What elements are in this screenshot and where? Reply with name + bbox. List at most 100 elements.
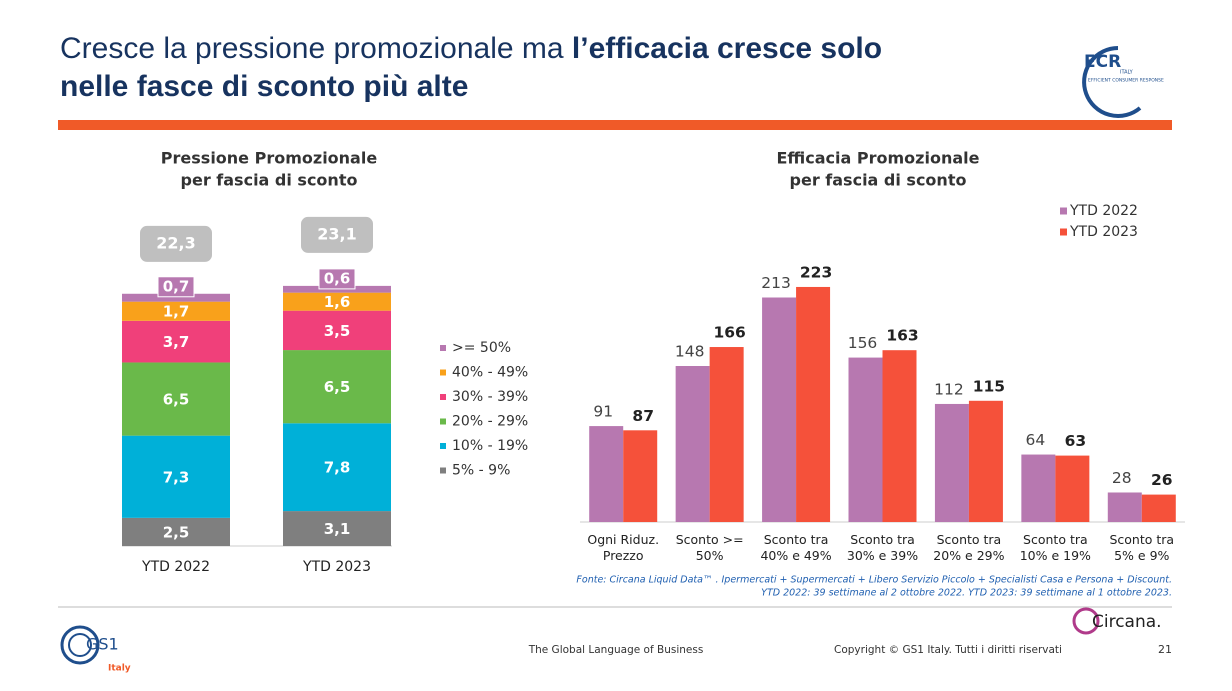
x-tick-label: Ogni Riduz. Prezzo: [587, 532, 660, 563]
value-label: 148: [675, 343, 705, 361]
value-label: 28: [1112, 469, 1132, 487]
legend-swatch: [440, 418, 446, 425]
title-bold: nelle fasce di sconto più alte: [60, 70, 469, 103]
legend-swatch: [440, 369, 446, 376]
legend-swatch: [440, 345, 446, 351]
value-label: 0,6: [324, 269, 351, 287]
ecr-logo: ECR: [1084, 52, 1121, 72]
value-label: 1,6: [324, 293, 351, 311]
x-tick-label: Sconto tra 20% e 29%: [933, 532, 1005, 563]
bar-segment: [122, 517, 230, 546]
bar-segment: [122, 320, 230, 363]
value-label: 63: [1065, 432, 1087, 450]
legend-label: 10% - 19%: [452, 438, 528, 454]
bar-segment: [122, 435, 230, 518]
bar: [934, 403, 969, 522]
bar: [796, 286, 831, 522]
value-label: 26: [1151, 471, 1173, 489]
page-number: 21: [1158, 643, 1172, 656]
value-label: 3,5: [324, 322, 351, 340]
bar: [589, 426, 624, 522]
total-label: 23,1: [317, 224, 356, 243]
bar: [1055, 455, 1090, 522]
gs1-ring: [60, 625, 100, 665]
chart-title: Pressione Promozionale: [161, 149, 378, 168]
value-label: 213: [761, 274, 791, 292]
accent-bar: [58, 120, 1172, 130]
title-bold: l’efficacia cresce solo: [571, 32, 883, 65]
legend-label: 5% - 9%: [452, 463, 510, 479]
total-box: [301, 216, 373, 253]
circana-mark: [1072, 607, 1100, 635]
source-note: YTD 2022: 39 settimane al 2 ottobre 2022…: [761, 588, 1172, 599]
gs1-logo: GS1: [86, 635, 119, 654]
legend-label: 20% - 29%: [452, 414, 528, 430]
legend-label: YTD 2023: [1069, 224, 1138, 240]
bar-segment: [122, 301, 230, 321]
value-label: 91: [593, 403, 613, 421]
chart-title: Efficacia Promozionale: [777, 149, 980, 168]
value-label: 3,7: [163, 333, 190, 351]
value-label: 156: [848, 334, 878, 352]
gs1-country: Italy: [108, 664, 131, 674]
footer-copyright: Copyright © GS1 Italy. Tutti i diritti r…: [834, 644, 1062, 656]
gs1-ring: [68, 633, 92, 657]
legend-swatch: [1060, 207, 1067, 215]
source-note: Fonte: Circana Liquid Data™ . Ipermercat…: [576, 575, 1172, 586]
legend-swatch: [440, 394, 446, 400]
bar: [1141, 494, 1176, 522]
value-label: 115: [973, 377, 1005, 395]
x-tick-label: YTD 2022: [141, 559, 210, 575]
ecr-ring: [1082, 46, 1142, 118]
x-tick-label: Sconto tra 30% e 39%: [846, 532, 919, 563]
value-label: 6,5: [163, 391, 190, 409]
x-tick-label: YTD 2023: [302, 559, 371, 575]
bar-segment: [283, 292, 391, 311]
label-box: [318, 268, 356, 290]
value-label: 7,3: [163, 468, 190, 486]
total-label: 22,3: [156, 233, 195, 252]
value-label: 3,1: [324, 520, 351, 538]
bar-segment: [122, 362, 230, 436]
bar-segment: [122, 293, 230, 302]
circana-logo: Circana.: [1092, 612, 1162, 632]
legend-label: YTD 2022: [1069, 203, 1138, 219]
x-tick-label: Sconto >= 50%: [675, 532, 744, 563]
legend-swatch: [440, 467, 446, 474]
legend-label: 30% - 39%: [452, 389, 528, 405]
x-tick-label: Sconto tra 40% e 49%: [760, 532, 832, 563]
bar: [675, 366, 710, 522]
ecr-tagline: EFFICIENT CONSUMER RESPONSE: [1088, 78, 1164, 84]
bar-segment: [283, 350, 391, 424]
legend-swatch: [440, 443, 446, 449]
value-label: 112: [934, 380, 964, 398]
value-label: 223: [800, 263, 832, 281]
total-box: [140, 225, 212, 262]
value-label: 87: [632, 407, 654, 425]
value-label: 166: [713, 324, 745, 342]
chart-title: per fascia di sconto: [181, 171, 358, 190]
value-label: 7,8: [324, 459, 351, 477]
bar-segment: [283, 310, 391, 351]
x-tick-label: Sconto tra 10% e 19%: [1019, 532, 1091, 563]
value-label: 1,7: [163, 303, 190, 321]
value-label: 64: [1025, 431, 1045, 449]
bar-segment: [283, 423, 391, 512]
bar: [762, 297, 797, 522]
bar: [968, 400, 1003, 522]
ecr-country: ITALY: [1120, 70, 1134, 76]
footer-tagline: The Global Language of Business: [528, 644, 704, 656]
x-tick-label: Sconto tra 5% e 9%: [1109, 532, 1175, 563]
legend-swatch: [1060, 228, 1067, 236]
bar: [882, 350, 917, 522]
bar: [709, 347, 744, 522]
value-label: 163: [886, 327, 918, 345]
legend-label: >= 50%: [452, 340, 511, 356]
bar: [623, 430, 658, 522]
bar-segment: [283, 511, 391, 546]
legend-label: 40% - 49%: [452, 365, 528, 381]
bar: [1021, 454, 1056, 522]
value-label: 6,5: [324, 378, 351, 396]
